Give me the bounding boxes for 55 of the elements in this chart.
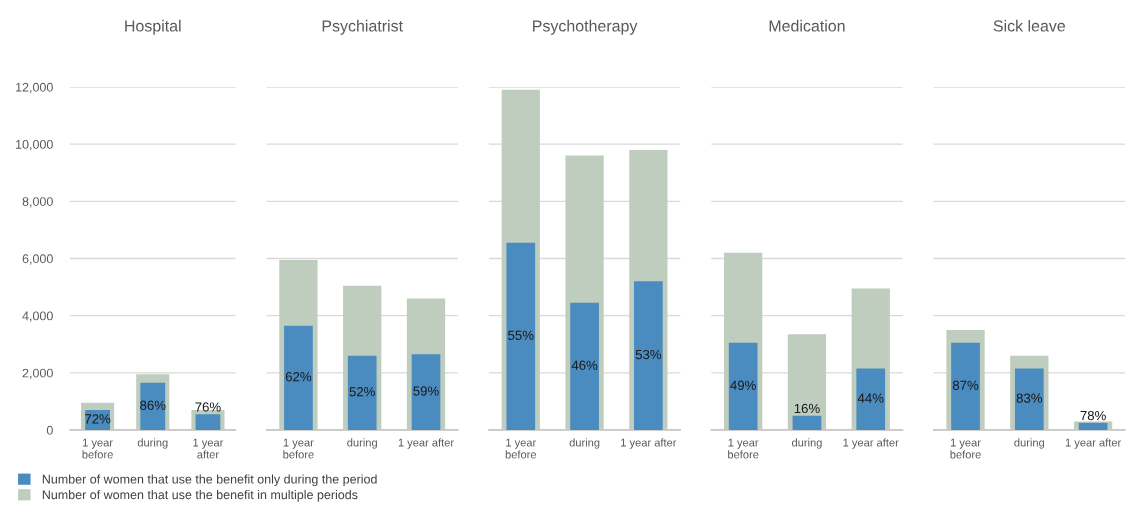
x-tick-label: 1 year before	[505, 438, 537, 459]
x-tick-label: during	[791, 438, 822, 449]
bar	[728, 342, 758, 430]
bar	[951, 342, 980, 430]
annotation: 46%	[571, 360, 598, 370]
x-tick-label: 1 year after	[193, 438, 224, 459]
bar	[506, 242, 536, 430]
y-tick-label: 0	[46, 425, 53, 435]
x-tick-label: 1 year after	[843, 438, 899, 449]
annotation: 44%	[857, 393, 884, 403]
x-tick-label: during	[569, 438, 600, 449]
annotation: 76%	[195, 402, 221, 412]
bar	[856, 368, 886, 430]
bar	[284, 325, 313, 430]
x-tick-label: 1 year before	[82, 438, 113, 459]
chart-title: Medication	[769, 19, 845, 32]
x-tick-label: 1 year before	[283, 438, 314, 459]
annotation: 55%	[508, 330, 534, 340]
y-tick-label: 6,000	[22, 254, 53, 265]
y-tick-label: 2,000	[22, 368, 53, 379]
bar	[634, 281, 663, 430]
annotation: 16%	[794, 403, 820, 414]
y-tick-label: 10,000	[16, 139, 53, 151]
x-tick-label: during	[137, 438, 168, 449]
annotation: 78%	[1080, 410, 1106, 421]
annotation: 52%	[349, 387, 375, 397]
x-tick-label: 1 year after	[1065, 438, 1122, 449]
x-tick-label: 1 year before	[950, 438, 981, 459]
annotation: 49%	[730, 380, 756, 390]
x-tick-label: 1 year after	[621, 438, 677, 449]
x-tick-label: 1 year before	[728, 438, 759, 459]
bar	[1078, 422, 1108, 430]
annotation: 87%	[952, 380, 979, 390]
bar	[411, 354, 441, 430]
bar	[570, 302, 599, 430]
chart-title: Sick leave	[993, 19, 1066, 32]
bar	[347, 355, 377, 430]
legend-label: Number of women that use the benefit only during the period	[42, 474, 377, 487]
annotation: 59%	[413, 386, 439, 396]
legend-label: Number of women that use the benefit in multiple periods	[42, 490, 358, 502]
x-tick-label: during	[347, 438, 377, 449]
annotation: 83%	[1016, 393, 1043, 403]
bar	[792, 415, 822, 430]
y-tick-label: 4,000	[22, 311, 53, 322]
x-tick-label: 1 year after	[398, 438, 454, 449]
annotation: 62%	[285, 372, 312, 382]
y-tick-label: 12,000	[16, 82, 53, 94]
chart-title: Psychiatrist	[322, 19, 403, 35]
bar	[1014, 368, 1044, 430]
annotation: 53%	[635, 349, 662, 360]
chart-title: Psychotherapy	[533, 19, 638, 35]
x-tick-label: during	[1014, 438, 1045, 449]
bar	[195, 414, 221, 430]
chart-title: Hospital	[125, 19, 181, 35]
y-tick-label: 8,000	[22, 197, 53, 208]
